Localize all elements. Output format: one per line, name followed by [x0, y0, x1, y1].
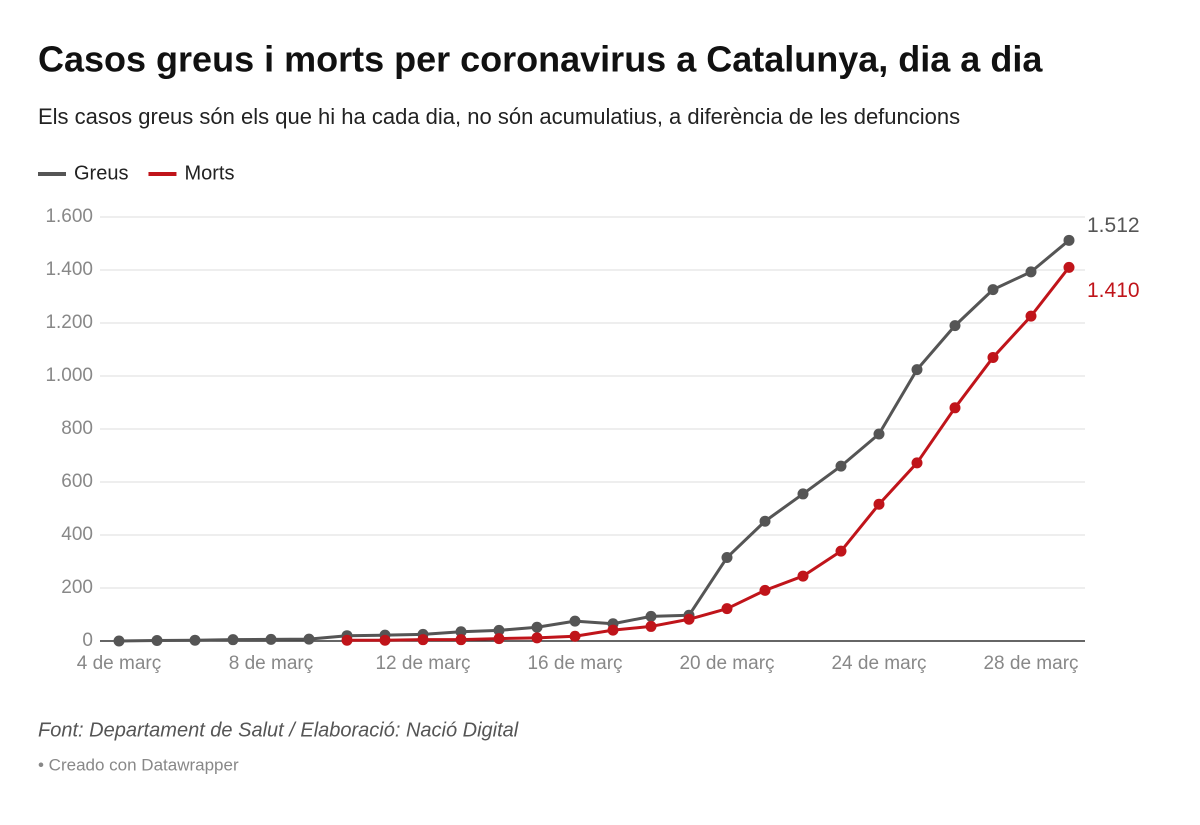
data-point — [987, 351, 999, 363]
data-point — [151, 634, 163, 646]
data-point — [1063, 234, 1075, 246]
data-point — [493, 633, 505, 645]
data-point — [569, 630, 581, 642]
data-point — [113, 635, 125, 647]
data-point — [797, 488, 809, 500]
data-point — [227, 634, 239, 646]
data-point — [759, 584, 771, 596]
x-tick-label: 28 de març — [983, 653, 1078, 674]
data-label: 1.512 — [1087, 214, 1140, 237]
data-point — [873, 428, 885, 440]
data-point — [455, 634, 467, 646]
y-tick-label: 1.600 — [45, 206, 93, 227]
data-point — [911, 364, 923, 376]
data-point — [645, 610, 657, 622]
series-line — [347, 266, 1071, 642]
data-point — [949, 402, 961, 414]
data-point — [645, 620, 657, 632]
data-point — [797, 570, 809, 582]
data-point — [303, 633, 315, 645]
legend-label: Greus — [74, 162, 128, 184]
chart-subtitle: Els casos greus són els que hi ha cada d… — [38, 104, 960, 129]
legend-label: Morts — [184, 162, 234, 184]
y-tick-label: 200 — [61, 577, 93, 598]
x-tick-label: 8 de març — [229, 653, 313, 674]
data-point — [569, 615, 581, 627]
y-tick-label: 400 — [61, 524, 93, 545]
y-tick-label: 0 — [82, 630, 93, 651]
source: Font: Departament de Salut / Elaboració:… — [38, 719, 519, 741]
data-point — [911, 457, 923, 469]
data-point — [493, 624, 505, 636]
data-point — [189, 634, 201, 646]
x-tick-label: 20 de març — [679, 653, 774, 674]
data-point — [1025, 310, 1037, 322]
y-tick-label: 600 — [61, 471, 93, 492]
data-point — [721, 603, 733, 615]
data-point — [607, 624, 619, 636]
chart-title: Casos greus i morts per coronavirus a Ca… — [38, 39, 1043, 80]
y-tick-label: 1.200 — [45, 312, 93, 333]
data-point — [1025, 266, 1037, 278]
y-tick-label: 1.000 — [45, 365, 93, 386]
data-point — [531, 632, 543, 644]
data-point — [987, 284, 999, 296]
x-tick-label: 4 de març — [77, 653, 161, 674]
data-point — [873, 498, 885, 510]
data-point — [721, 552, 733, 564]
x-tick-label: 16 de març — [527, 653, 622, 674]
data-point — [835, 545, 847, 557]
data-point — [949, 320, 961, 332]
credit: • Creado con Datawrapper — [38, 755, 239, 774]
y-tick-label: 1.400 — [45, 259, 93, 280]
data-label: 1.410 — [1087, 279, 1140, 302]
data-point — [835, 460, 847, 472]
data-point — [1063, 261, 1075, 273]
data-point — [531, 621, 543, 633]
data-point — [379, 634, 391, 646]
x-tick-label: 24 de març — [831, 653, 926, 674]
data-point — [455, 626, 467, 638]
series-line — [118, 239, 1070, 643]
data-point — [683, 613, 695, 625]
data-point — [341, 634, 353, 646]
data-point — [759, 515, 771, 527]
data-point — [265, 633, 277, 645]
data-point — [417, 634, 429, 646]
x-tick-label: 12 de març — [375, 653, 470, 674]
y-tick-label: 800 — [61, 418, 93, 439]
